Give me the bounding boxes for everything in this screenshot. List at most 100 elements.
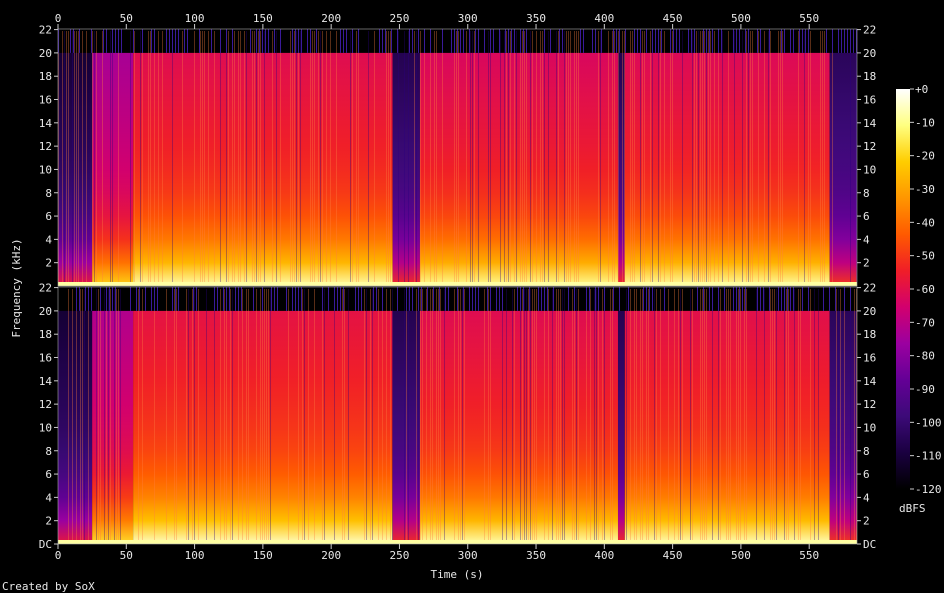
hf-fleck [502, 287, 503, 311]
stripe [422, 289, 423, 542]
stripe [702, 31, 703, 284]
stripe [304, 289, 305, 542]
stripe [330, 31, 331, 284]
stripe [570, 31, 571, 284]
stripe [556, 289, 557, 542]
stripe [714, 31, 715, 284]
hf-fleck [763, 287, 764, 311]
hf-fleck [487, 287, 488, 311]
hf-fleck [178, 287, 179, 311]
hf-fleck [805, 29, 806, 53]
stripe [520, 289, 521, 542]
hf-fleck [679, 29, 680, 53]
stripe [786, 289, 787, 542]
hf-fleck [760, 29, 761, 53]
stripe [622, 31, 623, 284]
x-tick-label-top: 0 [55, 12, 62, 25]
stripe [142, 31, 143, 284]
stripe [650, 31, 651, 284]
stripe [256, 31, 257, 284]
stripe [694, 31, 695, 284]
stripe [670, 31, 671, 284]
colorbar-tick-label: +0 [915, 83, 928, 96]
x-tick-label-bottom: 500 [731, 549, 751, 562]
stripe [114, 289, 115, 542]
hf-fleck [520, 287, 521, 311]
hf-fleck [718, 29, 719, 53]
stripe [358, 31, 359, 284]
stripe [500, 31, 501, 284]
stripe [62, 31, 63, 284]
hf-fleck [139, 287, 140, 311]
x-tick-label-bottom: 150 [253, 549, 273, 562]
hf-fleck [103, 29, 104, 53]
stripe [770, 31, 771, 284]
hf-fleck [790, 29, 791, 53]
hf-fleck [634, 29, 635, 53]
stripe [258, 31, 259, 284]
stripe [154, 289, 155, 542]
stripe [774, 289, 775, 542]
hf-fleck [175, 287, 176, 311]
hf-fleck [409, 29, 410, 53]
stripe [598, 31, 599, 284]
stripe [630, 289, 631, 542]
hf-fleck [703, 29, 704, 53]
x-tick-label-top: 50 [120, 12, 133, 25]
hf-fleck [256, 29, 257, 53]
stripe [94, 31, 95, 284]
hf-fleck [841, 29, 842, 53]
hf-fleck [745, 29, 746, 53]
spectrogram-panels [58, 29, 857, 544]
stripe [540, 31, 541, 284]
colorbar-tick-label: -80 [915, 350, 935, 363]
stripe [458, 289, 459, 542]
stripe [462, 289, 463, 542]
y-tick-label-right: 16 [863, 94, 876, 107]
stripe [552, 289, 553, 542]
hf-fleck [523, 287, 524, 311]
hf-fleck [310, 29, 311, 53]
hf-fleck [793, 287, 794, 311]
stripe [794, 289, 795, 542]
stripe [504, 31, 505, 284]
hf-fleck [280, 29, 281, 53]
stripe [194, 289, 195, 542]
hf-fleck [493, 29, 494, 53]
hf-fleck [652, 287, 653, 311]
y-tick-label-right: 4 [863, 491, 870, 504]
stripe [460, 289, 461, 542]
hf-fleck [301, 287, 302, 311]
stripe [640, 31, 641, 284]
y-tick-label-right: 12 [863, 140, 876, 153]
y-tick-label-left: 18 [39, 328, 52, 341]
hf-fleck [91, 29, 92, 53]
stripe [102, 31, 103, 284]
hf-fleck [112, 29, 113, 53]
stripe [660, 31, 661, 284]
stripe [96, 31, 97, 284]
hf-fleck [85, 287, 86, 311]
stripe [720, 289, 721, 542]
stripe [850, 289, 851, 542]
axes: 0 0 50 50 100 100 150 150 200 200 250 250 300 300 350 3… [39, 12, 877, 562]
hf-fleck [262, 29, 263, 53]
hf-fleck [847, 29, 848, 53]
colorbar-label: dBFS [899, 502, 926, 515]
hf-fleck [172, 287, 173, 311]
colorbar-tick-label: -30 [915, 183, 935, 196]
stripe [850, 31, 851, 284]
stripe [264, 31, 265, 284]
stripe [322, 289, 323, 542]
stripe [672, 31, 673, 284]
stripe [514, 289, 515, 542]
hf-fleck [250, 29, 251, 53]
hf-fleck [484, 29, 485, 53]
hf-fleck [598, 287, 599, 311]
hf-fleck [649, 287, 650, 311]
stripe [556, 31, 557, 284]
stripe [680, 289, 681, 542]
stripe [134, 31, 135, 284]
stripe [224, 289, 225, 542]
